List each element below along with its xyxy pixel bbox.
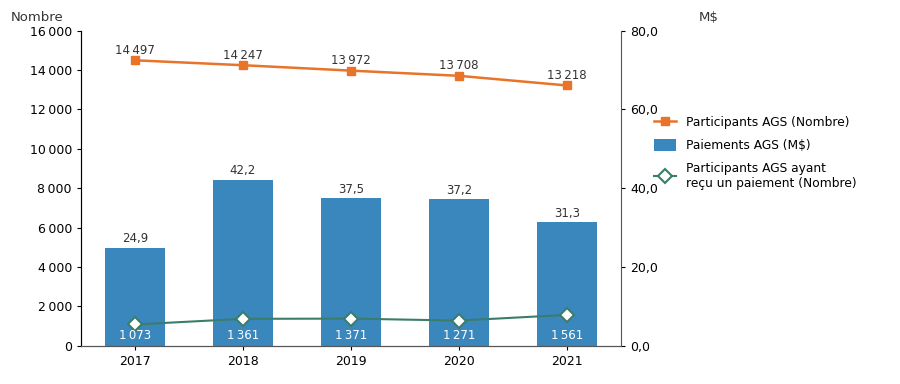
Text: 14 247: 14 247: [223, 49, 263, 62]
Text: 37,2: 37,2: [446, 184, 472, 197]
Participants AGS (Nombre): [562, 83, 572, 88]
Text: 1 371: 1 371: [335, 329, 367, 342]
Participants AGS ayant
reçu un paiement (Nombre): [238, 316, 248, 321]
Bar: [321, 198, 381, 346]
Legend: Participants AGS (Nombre), Paiements AGS (M$), Participants AGS ayant
reçu un pa: Participants AGS (Nombre), Paiements AGS…: [654, 116, 857, 190]
Text: Nombre: Nombre: [11, 12, 64, 25]
Text: 31,3: 31,3: [554, 207, 580, 220]
Participants AGS ayant
reçu un paiement (Nombre): [130, 322, 140, 327]
Bar: [213, 179, 273, 346]
Participants AGS (Nombre): [238, 63, 248, 68]
Participants AGS (Nombre): [130, 58, 140, 63]
Text: 13 972: 13 972: [331, 54, 371, 67]
Text: 13 218: 13 218: [547, 69, 587, 82]
Participants AGS ayant
reçu un paiement (Nombre): [346, 316, 356, 321]
Bar: [429, 199, 489, 346]
Text: 1 561: 1 561: [551, 329, 583, 342]
Text: 1 271: 1 271: [443, 329, 475, 342]
Text: 24,9: 24,9: [122, 232, 148, 245]
Participants AGS ayant
reçu un paiement (Nombre): [454, 318, 464, 323]
Line: Participants AGS ayant
reçu un paiement (Nombre): Participants AGS ayant reçu un paiement …: [130, 310, 572, 329]
Participants AGS (Nombre): [346, 68, 356, 73]
Text: 13 708: 13 708: [439, 59, 479, 72]
Bar: [105, 248, 165, 346]
Bar: [537, 222, 597, 346]
Line: Participants AGS (Nombre): Participants AGS (Nombre): [130, 56, 572, 89]
Text: 1 073: 1 073: [119, 329, 151, 342]
Text: M$: M$: [698, 12, 718, 25]
Text: 14 497: 14 497: [115, 44, 155, 57]
Participants AGS (Nombre): [454, 73, 464, 78]
Participants AGS ayant
reçu un paiement (Nombre): [562, 313, 572, 317]
Text: 37,5: 37,5: [338, 183, 364, 195]
Text: 1 361: 1 361: [227, 329, 259, 342]
Text: 42,2: 42,2: [230, 164, 256, 177]
